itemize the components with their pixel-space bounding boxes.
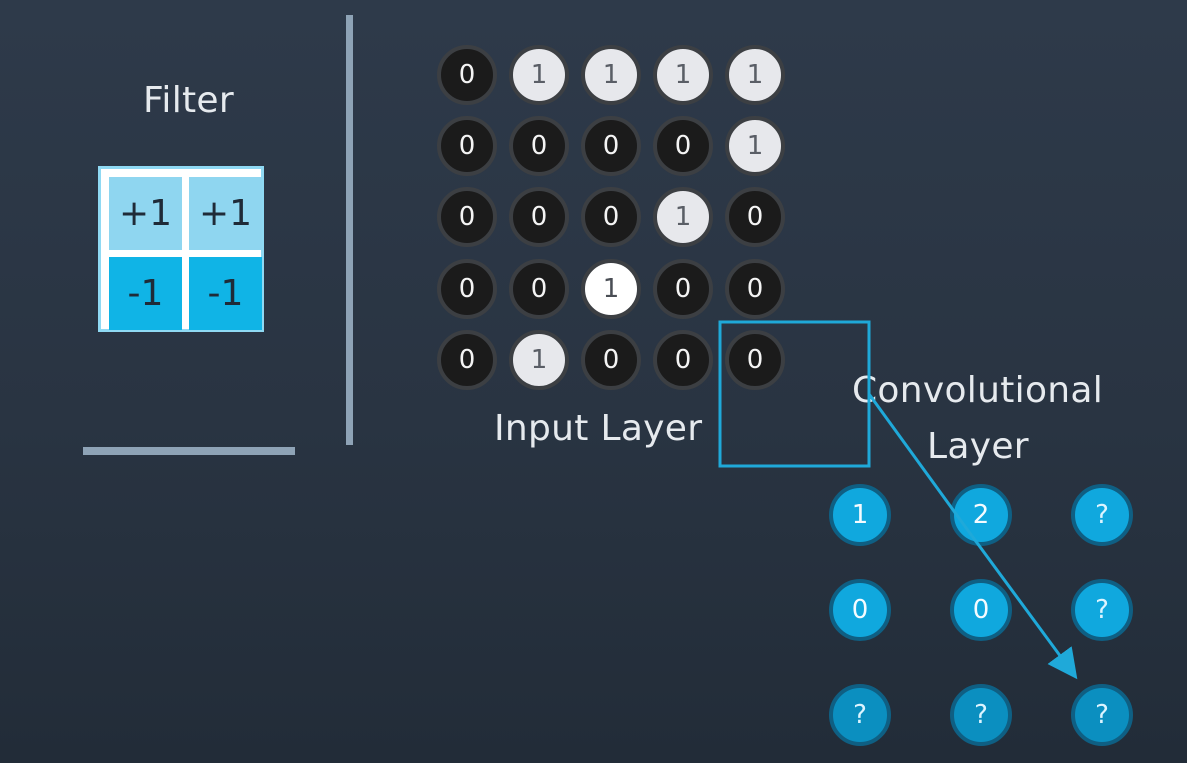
filter-cell: +1 (109, 177, 182, 250)
input-cell: 0 (653, 116, 713, 176)
input-cell: 0 (437, 330, 497, 390)
vertical-divider (346, 15, 353, 445)
conv-layer-title-line2: Layer (927, 426, 1029, 467)
input-cell: 0 (581, 116, 641, 176)
conv-cell: ? (950, 684, 1012, 746)
conv-cell: ? (1071, 684, 1133, 746)
input-cell: 0 (653, 330, 713, 390)
input-cell: 1 (725, 45, 785, 105)
input-cell: 1 (509, 330, 569, 390)
input-cell: 0 (437, 116, 497, 176)
input-cell: 0 (509, 259, 569, 319)
input-cell: 0 (437, 187, 497, 247)
filter-cell: -1 (189, 257, 262, 330)
filter-cell: +1 (189, 177, 262, 250)
input-cell: 1 (653, 45, 713, 105)
input-cell: 0 (437, 45, 497, 105)
input-cell: 1 (509, 45, 569, 105)
filter-cell: -1 (109, 257, 182, 330)
filter-matrix: +1 +1 -1 -1 (98, 166, 264, 332)
conv-cell: 0 (829, 579, 891, 641)
input-cell: 0 (437, 259, 497, 319)
input-cell: 0 (509, 187, 569, 247)
filter-title: Filter (143, 80, 234, 121)
conv-cell: ? (1071, 484, 1133, 546)
conv-cell: 0 (950, 579, 1012, 641)
conv-cell: 2 (950, 484, 1012, 546)
input-cell: 0 (653, 259, 713, 319)
input-cell: 1 (653, 187, 713, 247)
conv-cell: 1 (829, 484, 891, 546)
input-cell: 0 (725, 259, 785, 319)
input-cell: 0 (581, 187, 641, 247)
input-cell: 0 (509, 116, 569, 176)
input-cell: 0 (581, 330, 641, 390)
horizontal-divider (83, 447, 295, 455)
conv-cell: ? (1071, 579, 1133, 641)
input-cell: 0 (725, 187, 785, 247)
input-cell: 1 (725, 116, 785, 176)
input-layer-title: Input Layer (494, 408, 703, 449)
conv-cell: ? (829, 684, 891, 746)
conv-layer-title-line1: Convolutional (852, 370, 1104, 411)
input-cell: 1 (581, 259, 641, 319)
input-cell: 0 (725, 330, 785, 390)
input-cell: 1 (581, 45, 641, 105)
